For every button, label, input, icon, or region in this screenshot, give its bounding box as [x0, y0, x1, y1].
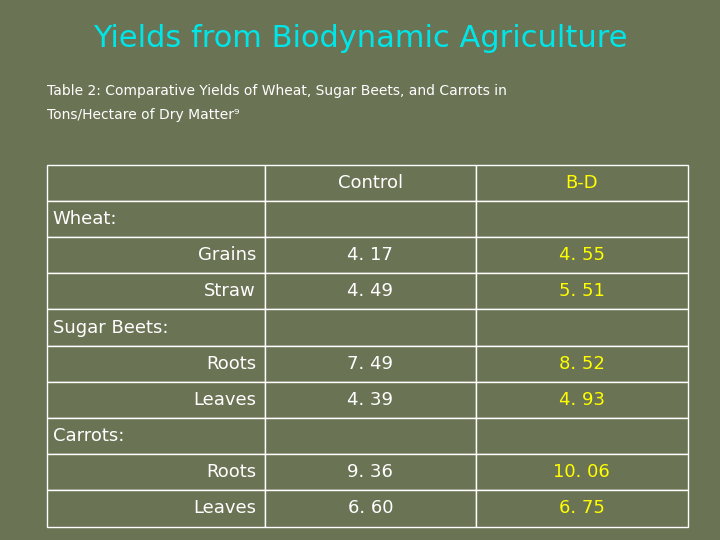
Text: 6. 60: 6. 60: [348, 500, 393, 517]
Text: Yields from Biodynamic Agriculture: Yields from Biodynamic Agriculture: [93, 24, 627, 53]
Text: 10. 06: 10. 06: [554, 463, 611, 481]
Text: 7. 49: 7. 49: [348, 355, 393, 373]
Text: 9. 36: 9. 36: [348, 463, 393, 481]
Text: Leaves: Leaves: [193, 391, 256, 409]
Text: Wheat:: Wheat:: [53, 210, 117, 228]
Text: B-D: B-D: [565, 174, 598, 192]
Text: 4. 93: 4. 93: [559, 391, 605, 409]
Text: Roots: Roots: [206, 355, 256, 373]
Text: 6. 75: 6. 75: [559, 500, 605, 517]
Text: 4. 55: 4. 55: [559, 246, 605, 264]
Text: 8. 52: 8. 52: [559, 355, 605, 373]
Text: Tons/Hectare of Dry Matter⁹: Tons/Hectare of Dry Matter⁹: [47, 108, 239, 122]
Text: 4. 17: 4. 17: [348, 246, 393, 264]
Text: Straw: Straw: [204, 282, 256, 300]
Text: 5. 51: 5. 51: [559, 282, 605, 300]
Text: 4. 49: 4. 49: [348, 282, 393, 300]
Text: Leaves: Leaves: [193, 500, 256, 517]
Text: Sugar Beets:: Sugar Beets:: [53, 319, 168, 336]
Text: Carrots:: Carrots:: [53, 427, 124, 445]
Text: 4. 39: 4. 39: [348, 391, 393, 409]
Text: Table 2: Comparative Yields of Wheat, Sugar Beets, and Carrots in: Table 2: Comparative Yields of Wheat, Su…: [47, 84, 507, 98]
Text: Roots: Roots: [206, 463, 256, 481]
Text: Control: Control: [338, 174, 403, 192]
Text: Grains: Grains: [198, 246, 256, 264]
